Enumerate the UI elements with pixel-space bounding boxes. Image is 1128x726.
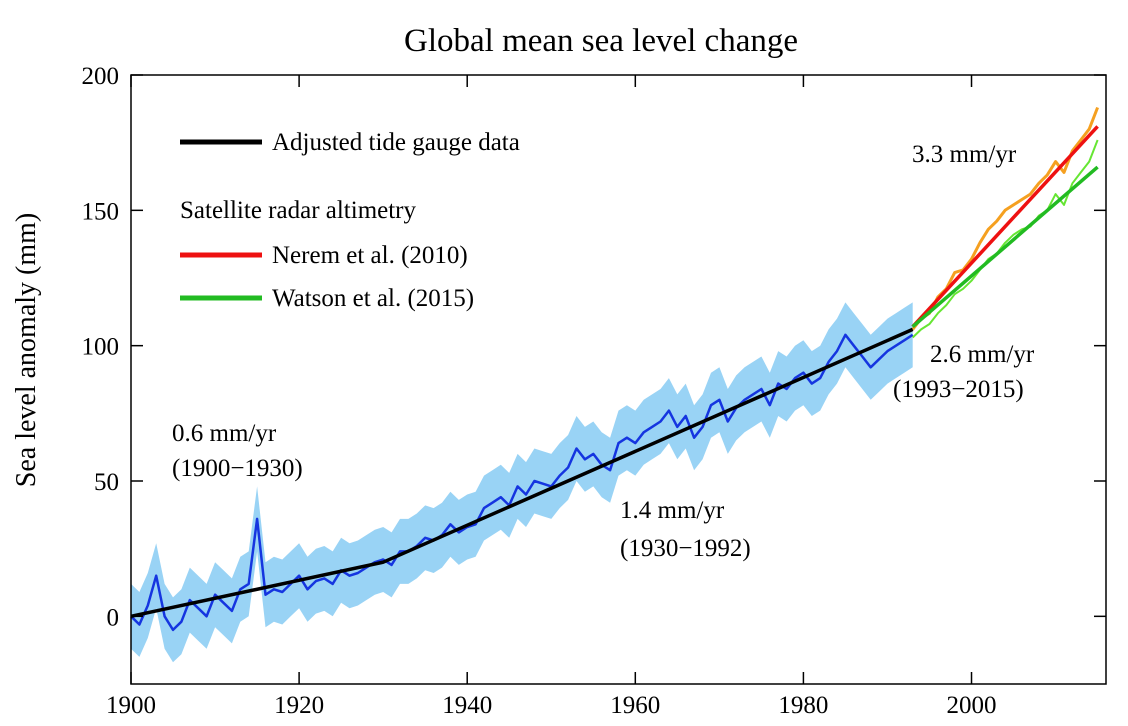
- y-axis-label: Sea level anomaly (mm): [11, 213, 42, 487]
- annotation-rate-1930-1992: 1.4 mm/yr: [620, 497, 725, 524]
- annotation-period-1900-1930: (1900−1930): [172, 455, 303, 482]
- legend-label-nerem: Nerem et al. (2010): [272, 242, 468, 269]
- trend-line-nerem: [911, 125, 1099, 328]
- annotations: 0.6 mm/yr (1900−1930) 1.4 mm/yr (1930−19…: [172, 141, 1035, 562]
- annotation-period-1930-1992: (1930−1992): [620, 535, 751, 562]
- plot-frame: [130, 74, 1107, 685]
- y-tick-label-50: 50: [94, 469, 119, 496]
- y-tick-label-150: 150: [82, 198, 120, 225]
- x-tick-label-1920: 1920: [274, 692, 324, 719]
- trend-line-tide-gauge: [130, 327, 914, 619]
- legend-heading-satellite: Satellite radar altimetry: [180, 197, 417, 224]
- x-axis-ticks: 1900 1920 1940 1960 1980 2000: [106, 75, 997, 719]
- x-tick-label-2000: 2000: [947, 692, 997, 719]
- y-axis-ticks: 0 50 100 150 200: [82, 63, 1106, 631]
- x-tick-label-1940: 1940: [442, 692, 492, 719]
- legend: Adjusted tide gauge data Satellite radar…: [180, 129, 520, 312]
- y-tick-label-100: 100: [82, 334, 120, 361]
- y-tick-label-0: 0: [107, 604, 120, 631]
- uncertainty-band: [131, 302, 913, 663]
- annotation-period-1993-2015: (1993−2015): [893, 376, 1024, 403]
- uncertainty-band-layer: [131, 302, 913, 663]
- series-line-watson: [912, 139, 1099, 339]
- legend-label-watson: Watson et al. (2015): [272, 285, 474, 312]
- annotation-rate-1900-1930: 0.6 mm/yr: [172, 420, 277, 447]
- trend-layer: [130, 125, 1099, 619]
- x-tick-label-1980: 1980: [778, 692, 828, 719]
- chart-title: Global mean sea level change: [404, 23, 798, 59]
- legend-label-tide-gauge: Adjusted tide gauge data: [272, 129, 520, 156]
- annotation-rate-nerem: 3.3 mm/yr: [912, 141, 1017, 168]
- x-tick-label-1900: 1900: [106, 692, 156, 719]
- x-tick-label-1960: 1960: [610, 692, 660, 719]
- trend-line-watson: [911, 165, 1099, 329]
- annotation-rate-watson: 2.6 mm/yr: [930, 341, 1035, 368]
- y-tick-label-200: 200: [82, 63, 120, 90]
